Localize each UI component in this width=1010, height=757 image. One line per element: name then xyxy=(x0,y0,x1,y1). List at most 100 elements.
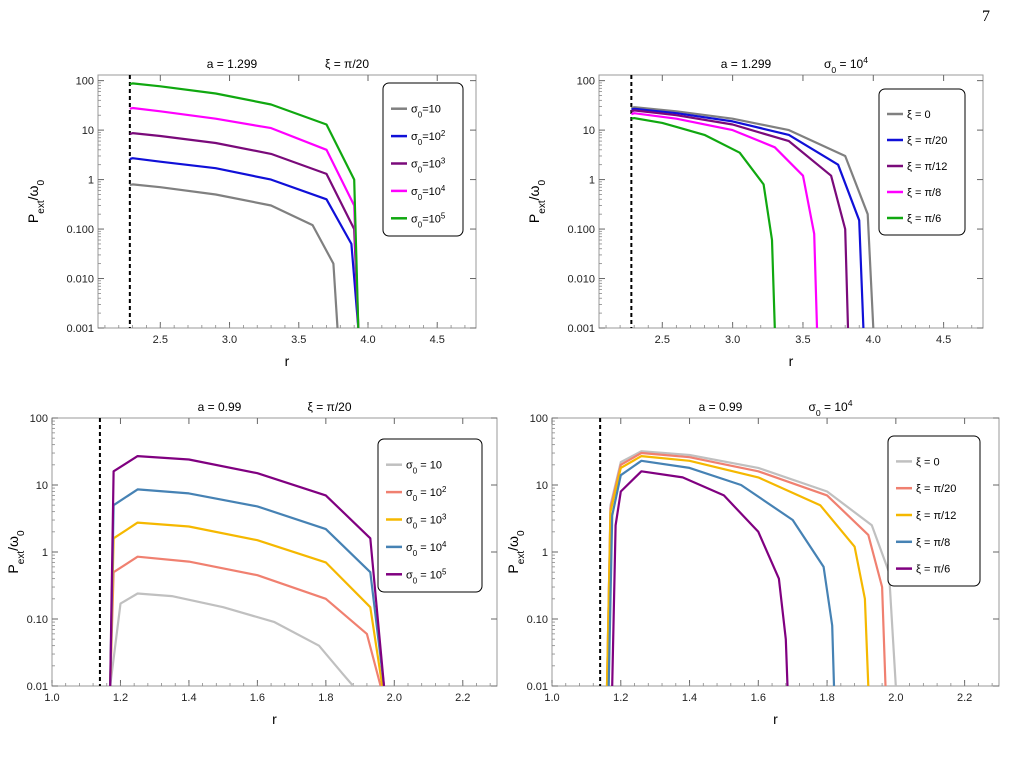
legend: ξ = 0 ξ = π/20 ξ = π/12 ξ = π/8 ξ = π/6 xyxy=(887,435,981,587)
x-tick-label: 1.2 xyxy=(613,692,628,704)
legend-box xyxy=(382,82,464,237)
series-line-2 xyxy=(605,455,870,686)
chart-title-left: a = 1.299 xyxy=(721,57,772,71)
chart-title-right: σ0 = 104 xyxy=(824,55,868,75)
x-tick-label: 1.6 xyxy=(751,692,766,704)
y-tick-label: 0.100 xyxy=(66,224,94,236)
legend-label: ξ = π/12 xyxy=(916,510,956,522)
legend-label: ξ = π/8 xyxy=(916,537,950,549)
legend-label: σ0=103 xyxy=(411,156,446,174)
chart-title-right: ξ = π/20 xyxy=(325,57,369,71)
x-tick-label: 3.5 xyxy=(291,334,306,346)
series-group xyxy=(631,106,875,328)
x-tick-label: 4.0 xyxy=(360,334,375,346)
chart-svg: a = 1.299 σ0 = 104 2.5 3.0 3.5 4.0 4.5 0.001 0.0… xyxy=(526,55,984,369)
series-group xyxy=(129,82,360,328)
x-axis-label: r xyxy=(272,711,277,727)
y-tick-label: 0.01 xyxy=(27,681,48,693)
x-tick-label: 4.5 xyxy=(430,334,445,346)
plot-frame xyxy=(97,74,477,329)
y-tick-label: 1 xyxy=(589,175,595,187)
x-tick-label: 3.0 xyxy=(725,334,740,346)
y-axis-label: Pext/ω0 xyxy=(5,530,27,574)
legend-label: ξ = π/20 xyxy=(907,135,947,147)
y-tick-label: 10 xyxy=(36,480,48,492)
y-axis-label: Pext/ω0 xyxy=(25,179,47,223)
legend-label: ξ = 0 xyxy=(907,109,931,121)
chart-title-left: a = 0.99 xyxy=(198,400,242,414)
series-line-4 xyxy=(129,82,360,328)
x-tick-label: 1.4 xyxy=(181,692,196,704)
legend-label: σ0 = 105 xyxy=(406,567,447,585)
chart-panel-bottom-left: a = 0.99 ξ = π/20 1.0 1.2 1.4 1.6 1.8 2.0 2.2 0.0… xyxy=(0,392,505,737)
x-tick-label: 4.0 xyxy=(866,334,881,346)
legend-label: σ0 = 10 xyxy=(406,460,442,476)
x-tick-label: 1.6 xyxy=(250,692,265,704)
x-tick-label: 1.8 xyxy=(819,692,834,704)
series-line-0 xyxy=(631,106,875,328)
legend-box xyxy=(377,438,483,593)
series-line-4 xyxy=(611,470,789,686)
legend-label: σ0=10 xyxy=(411,104,441,120)
series-line-1 xyxy=(631,107,865,328)
y-tick-label: 10 xyxy=(583,125,595,137)
chart-title-right: σ0 = 104 xyxy=(808,398,852,418)
legend-box xyxy=(878,88,966,236)
x-tick-label: 1.4 xyxy=(682,692,697,704)
x-tick-label: 3.0 xyxy=(222,334,237,346)
legend-label: ξ = π/20 xyxy=(916,483,956,495)
series-group xyxy=(109,455,386,686)
series-group xyxy=(605,450,897,686)
series-line-2 xyxy=(109,521,384,686)
chart-panel-bottom-right: a = 0.99 σ0 = 104 1.0 1.2 1.4 1.6 1.8 2.0 2.2 0.0… xyxy=(505,392,1010,737)
series-line-3 xyxy=(631,112,819,328)
y-tick-label: 0.010 xyxy=(66,274,94,286)
chart-panel-top-left: a = 1.299 ξ = π/20 2.5 3.0 3.5 4.0 4.5 0.001 0.0… xyxy=(0,55,505,390)
series-line-1 xyxy=(109,555,382,686)
legend-box xyxy=(887,435,981,587)
x-axis-label: r xyxy=(773,711,778,727)
chart-title-left: a = 0.99 xyxy=(699,400,743,414)
y-tick-label: 0.100 xyxy=(567,224,595,236)
y-tick-label: 100 xyxy=(30,413,48,425)
x-tick-label: 2.2 xyxy=(455,692,470,704)
series-line-0 xyxy=(129,183,339,328)
legend-label: σ0=105 xyxy=(411,211,446,229)
y-tick-label: 0.010 xyxy=(567,274,595,286)
series-line-3 xyxy=(607,459,836,686)
y-tick-label: 10 xyxy=(82,125,94,137)
legend: σ0 = 10 σ0 = 102 σ0 = 103 σ0 = 104 σ0 = 105 xyxy=(377,438,483,593)
y-tick-label: 0.01 xyxy=(527,681,548,693)
legend-label: σ0=104 xyxy=(411,183,446,201)
y-tick-label: 100 xyxy=(530,413,548,425)
chart-title-right: ξ = π/20 xyxy=(307,400,351,414)
legend-label: σ0 = 102 xyxy=(406,485,446,503)
chart-svg: a = 0.99 ξ = π/20 1.0 1.2 1.4 1.6 1.8 2.0 2.2 0.0… xyxy=(5,400,498,727)
y-tick-label: 100 xyxy=(76,76,94,88)
series-line-3 xyxy=(129,106,360,328)
series-line-4 xyxy=(631,117,776,328)
chart-panel-top-right: a = 1.299 σ0 = 104 2.5 3.0 3.5 4.0 4.5 0.001 0.0… xyxy=(505,55,1010,390)
page-number: 7 xyxy=(982,8,990,25)
y-tick-label: 10 xyxy=(536,480,548,492)
legend-label: ξ = π/8 xyxy=(907,187,941,199)
series-line-4 xyxy=(109,455,386,686)
x-tick-label: 2.2 xyxy=(957,692,972,704)
y-axis-label: Pext/ω0 xyxy=(526,179,548,223)
y-axis-label: Pext/ω0 xyxy=(505,530,527,574)
chart-svg: a = 1.299 ξ = π/20 2.5 3.0 3.5 4.0 4.5 0.001 0.0… xyxy=(25,57,477,369)
plot-frame xyxy=(598,74,984,329)
series-line-3 xyxy=(109,488,386,686)
x-tick-label: 4.5 xyxy=(936,334,951,346)
y-tick-label: 1 xyxy=(542,547,548,559)
x-tick-label: 3.5 xyxy=(795,334,810,346)
y-tick-label: 0.10 xyxy=(27,614,48,626)
legend-label: ξ = 0 xyxy=(916,456,940,468)
y-tick-label: 1 xyxy=(88,175,94,187)
legend: ξ = 0 ξ = π/20 ξ = π/12 ξ = π/8 ξ = π/6 xyxy=(878,88,966,236)
series-line-2 xyxy=(129,132,360,328)
y-tick-label: 1 xyxy=(42,547,48,559)
series-line-0 xyxy=(605,450,897,686)
x-tick-label: 2.0 xyxy=(387,692,402,704)
legend-label: ξ = π/12 xyxy=(907,161,947,173)
